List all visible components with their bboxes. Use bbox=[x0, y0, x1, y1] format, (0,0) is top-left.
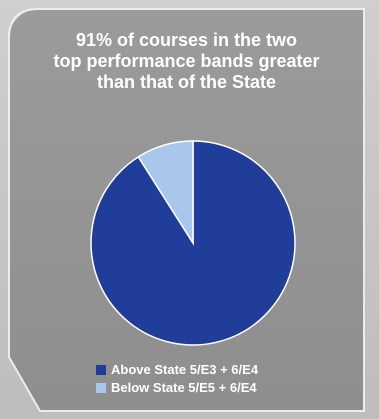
chart-title-line-3: than that of the State bbox=[97, 72, 276, 92]
pie-slice-below bbox=[137, 140, 194, 246]
chart-legend: Above State 5/E3 + 6/E4 Below State 5/E5… bbox=[96, 361, 258, 397]
chart-title-line-1: 91% of courses in the two bbox=[75, 30, 298, 50]
chart-title-line-2: top performance bands greater bbox=[53, 51, 320, 71]
legend-label-below: Below State 5/E5 + 6/E4 bbox=[111, 380, 257, 395]
legend-swatch-above bbox=[96, 365, 106, 375]
legend-label-above: Above State 5/E3 + 6/E4 bbox=[111, 362, 259, 377]
legend-swatch-below bbox=[96, 383, 106, 393]
legend-item-below: Below State 5/E5 + 6/E4 bbox=[96, 379, 258, 397]
legend-item-above: Above State 5/E3 + 6/E4 bbox=[96, 361, 258, 379]
chart-title: 91% of courses in the two top performanc… bbox=[8, 30, 365, 93]
